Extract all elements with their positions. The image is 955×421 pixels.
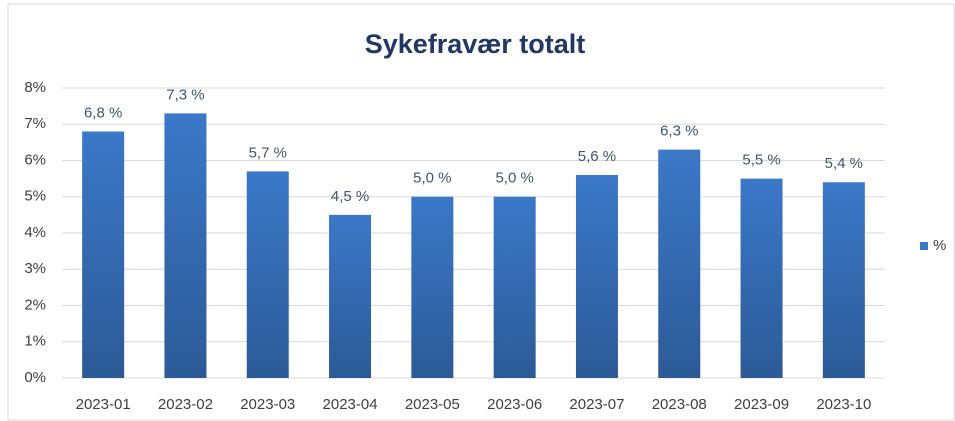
- bar: [246, 171, 289, 378]
- bar: [493, 196, 536, 378]
- x-tick-label: 2023-04: [323, 396, 378, 413]
- value-label: 5,0 %: [413, 170, 451, 187]
- x-tick-label: 2023-05: [405, 396, 460, 413]
- value-label: 5,0 %: [495, 170, 533, 187]
- value-label: 5,6 %: [578, 148, 616, 165]
- value-label: 6,3 %: [660, 123, 698, 140]
- x-tick-label: 2023-02: [158, 396, 213, 413]
- bar: [575, 175, 618, 378]
- x-tick-label: 2023-03: [240, 396, 295, 413]
- x-tick-label: 2023-10: [816, 396, 871, 413]
- legend-swatch: [920, 242, 928, 250]
- bar: [82, 131, 125, 378]
- value-label: 5,5 %: [742, 152, 780, 169]
- legend-label: %: [933, 237, 946, 254]
- y-tick-label: 7%: [24, 115, 46, 132]
- chart-title: Sykefravær totalt: [365, 29, 586, 59]
- x-tick-label: 2023-06: [487, 396, 542, 413]
- y-tick-label: 1%: [24, 333, 46, 350]
- y-tick-label: 3%: [24, 260, 46, 277]
- bar: [740, 178, 783, 378]
- y-tick-label: 2%: [24, 296, 46, 313]
- value-label: 4,5 %: [331, 188, 369, 205]
- y-tick-label: 5%: [24, 188, 46, 205]
- x-tick-label: 2023-08: [652, 396, 707, 413]
- value-label: 5,4 %: [825, 155, 863, 172]
- chart-border: [7, 3, 955, 421]
- value-label: 6,8 %: [84, 104, 122, 121]
- bar: [329, 214, 372, 378]
- x-tick-label: 2023-07: [569, 396, 624, 413]
- value-label: 7,3 %: [166, 86, 204, 103]
- y-tick-label: 8%: [24, 79, 46, 96]
- bar: [658, 149, 701, 378]
- bar: [411, 196, 454, 378]
- y-tick-label: 4%: [24, 224, 46, 241]
- bar: [822, 182, 865, 378]
- value-label: 5,7 %: [249, 144, 287, 161]
- x-tick-label: 2023-01: [76, 396, 131, 413]
- x-tick-label: 2023-09: [734, 396, 789, 413]
- bar: [164, 113, 207, 378]
- y-tick-label: 6%: [24, 151, 46, 168]
- y-tick-label: 0%: [24, 369, 46, 386]
